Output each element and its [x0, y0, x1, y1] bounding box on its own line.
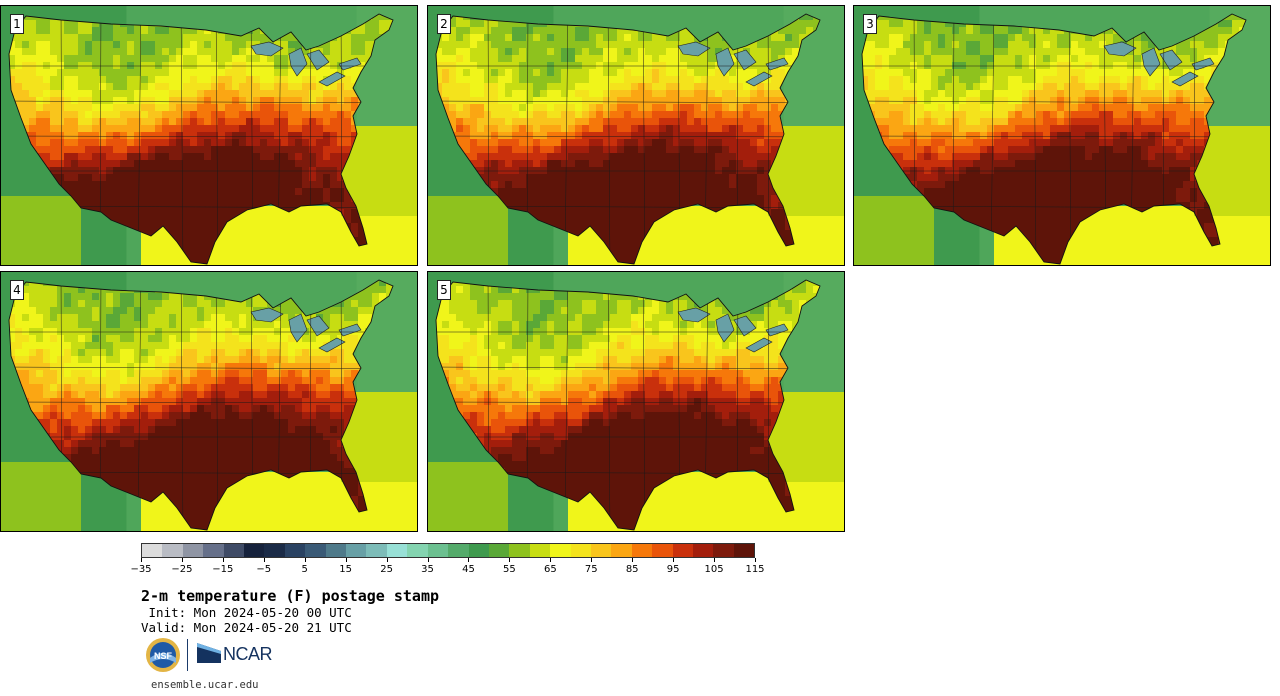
colorbar-swatch: [652, 544, 673, 557]
colorbar-tick: [714, 558, 716, 562]
colorbar-tick-label: 35: [421, 564, 434, 575]
colorbar-tick-label: 115: [745, 564, 765, 575]
temperature-field: [1, 6, 417, 265]
colorbar-tick: [632, 558, 634, 562]
map-panel-3: 3: [853, 5, 1271, 266]
colorbar-tick-label: −35: [130, 564, 152, 575]
colorbar-swatch: [570, 544, 591, 557]
colorbar-swatch: [346, 544, 367, 557]
colorbar-swatch: [407, 544, 428, 557]
colorbar-swatch: [733, 544, 755, 557]
map-panel-2: 2: [427, 5, 845, 266]
colorbar-swatch: [325, 544, 347, 557]
colorbar-swatch: [692, 544, 714, 557]
colorbar-tick: [181, 558, 183, 562]
colorbar-tick-label: −15: [212, 564, 234, 575]
colorbar-ticks: −35 −25 −15 −5 5 15 25 35 45 55 65 75 85 95 105 115: [130, 558, 765, 578]
colorbar-tick: [427, 558, 429, 562]
colorbar-tick-label: 105: [704, 564, 724, 575]
colorbar-tick: [468, 558, 470, 562]
colorbar-swatch: [590, 544, 612, 557]
map-panel-1: 1: [0, 5, 418, 266]
site-url: ensemble.ucar.edu: [151, 679, 259, 691]
colorbar-tick-label: 55: [503, 564, 516, 575]
colorbar-swatch: [631, 544, 653, 557]
colorbar-tick: [755, 558, 756, 562]
temperature-field: [1, 272, 417, 531]
logo-divider: [187, 639, 188, 671]
colorbar-tick-label: 95: [666, 564, 680, 575]
colorbar-tick-label: 85: [625, 564, 639, 575]
map-panel-4: 4: [0, 271, 418, 532]
colorbar-tick: [386, 558, 388, 562]
temperature-field: [428, 272, 844, 531]
ncar-logo: NCAR: [197, 643, 275, 667]
colorbar-tick: [550, 558, 552, 562]
colorbar-swatch: [203, 544, 224, 557]
colorbar-tick: [263, 558, 265, 562]
colorbar-swatch: [448, 544, 469, 557]
colorbar-swatch: [142, 544, 163, 557]
colorbar-tick: [673, 558, 675, 562]
colorbar-swatch: [672, 544, 693, 557]
colorbar-tick-label: 25: [380, 564, 393, 575]
temperature-colorbar: [141, 543, 755, 558]
colorbar-swatch: [550, 544, 571, 557]
colorbar-swatch: [264, 544, 285, 557]
temperature-field: [854, 6, 1270, 265]
colorbar-tick: [345, 558, 347, 562]
panel-number: 3: [863, 14, 877, 34]
colorbar-swatch: [244, 544, 265, 557]
colorbar-tick: [509, 558, 511, 562]
colorbar-tick-label: 15: [339, 564, 353, 575]
colorbar-tick-label: 45: [462, 564, 475, 575]
colorbar-swatch: [223, 544, 245, 557]
colorbar-swatch: [182, 544, 204, 557]
colorbar-tick: [591, 558, 593, 562]
panel-number: 5: [437, 280, 451, 300]
plot-title: 2-m temperature (F) postage stamp: [141, 587, 440, 605]
colorbar-tick: [304, 558, 306, 562]
colorbar-swatch: [305, 544, 326, 557]
valid-time: Valid: Mon 2024-05-20 21 UTC: [141, 620, 352, 635]
colorbar-swatch: [509, 544, 530, 557]
temperature-field: [428, 6, 844, 265]
colorbar-swatch: [284, 544, 306, 557]
colorbar-swatch: [713, 544, 734, 557]
colorbar-tick-label: −25: [171, 564, 193, 575]
panel-number: 2: [437, 14, 451, 34]
init-time: Init: Mon 2024-05-20 00 UTC: [141, 605, 352, 620]
logo-group: NSF NCAR: [145, 637, 275, 675]
colorbar-tick-label: 75: [584, 564, 598, 575]
colorbar-tick-label: 65: [543, 564, 557, 575]
ncar-wordmark: NCAR: [223, 644, 273, 664]
colorbar-swatch: [386, 544, 408, 557]
colorbar-swatch: [529, 544, 551, 557]
ncar-mark-icon: [197, 643, 221, 663]
colorbar-swatch: [162, 544, 183, 557]
colorbar-swatch: [468, 544, 489, 557]
colorbar-tick: [141, 558, 142, 562]
map-panel-5: 5: [427, 271, 845, 532]
nsf-logo-icon: NSF: [146, 638, 180, 672]
colorbar-tick: [222, 558, 224, 562]
colorbar-swatch: [611, 544, 632, 557]
colorbar-tick-label: −5: [256, 564, 272, 575]
colorbar-swatch: [366, 544, 387, 557]
panel-number: 1: [10, 14, 24, 34]
colorbar-swatch: [488, 544, 510, 557]
colorbar-swatch: [427, 544, 449, 557]
panel-number: 4: [10, 280, 24, 300]
colorbar-tick-label: 5: [301, 564, 308, 575]
